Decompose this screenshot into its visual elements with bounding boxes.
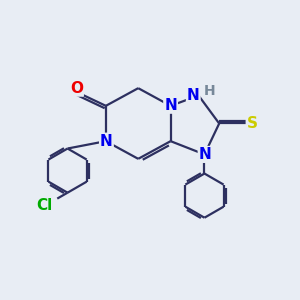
Text: N: N xyxy=(164,98,177,113)
Text: N: N xyxy=(199,147,212,162)
Text: N: N xyxy=(100,134,113,149)
Text: Cl: Cl xyxy=(36,198,52,213)
Text: H: H xyxy=(204,84,216,98)
Text: S: S xyxy=(247,116,258,131)
Text: N: N xyxy=(187,88,200,103)
Text: O: O xyxy=(70,81,83,96)
